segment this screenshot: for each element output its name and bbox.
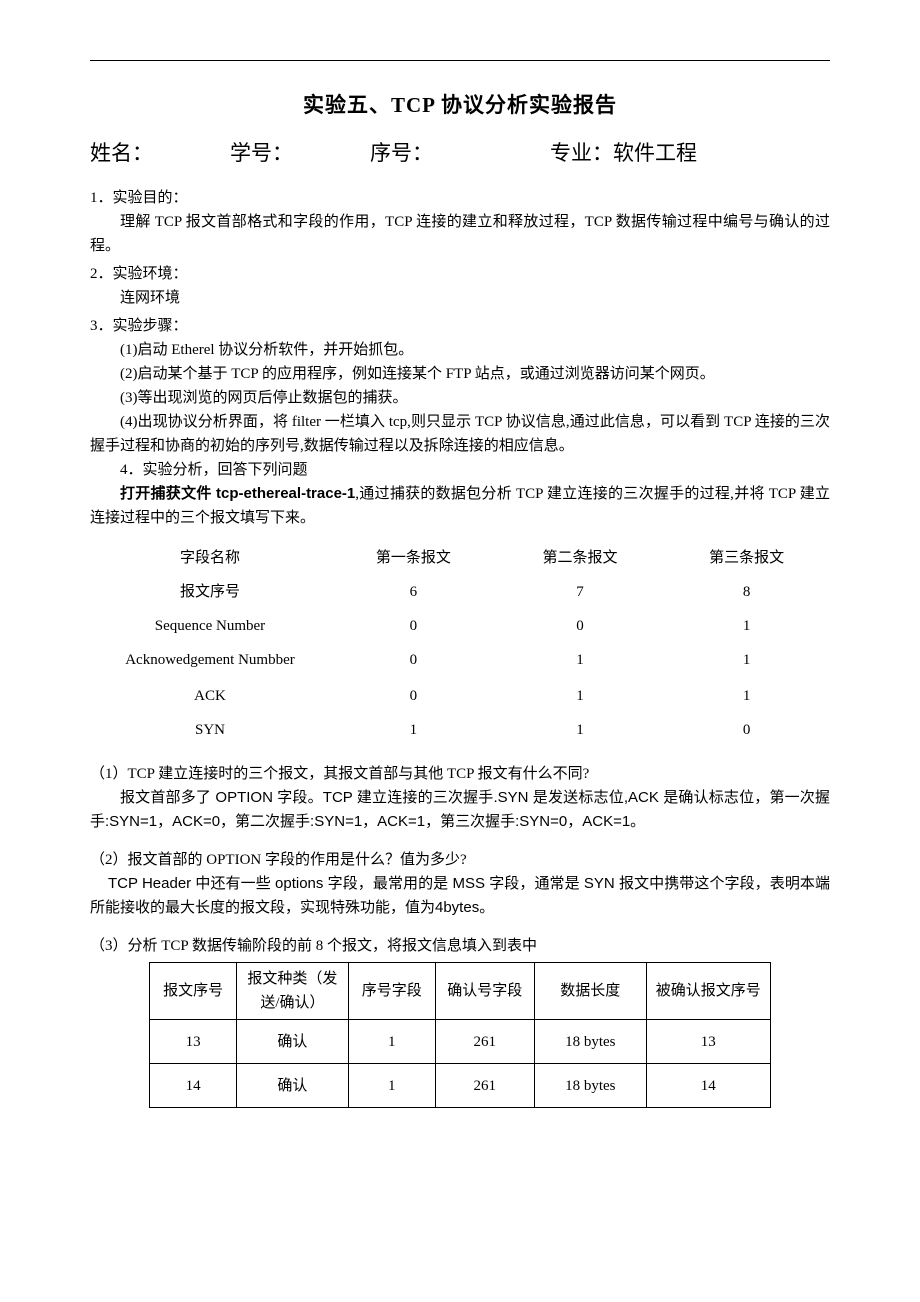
question-1: （1）TCP 建立连接时的三个报文，其报文首部与其他 TCP 报文有什么不同? [90, 762, 830, 786]
hs-field-header: 字段名称 [90, 546, 330, 570]
packet-cell: 261 [435, 1020, 534, 1064]
hs-field-label: Sequence Number [90, 614, 330, 638]
major-label-text: 专业： [550, 137, 613, 171]
hs-field-label: ACK [90, 684, 330, 708]
packet-cell: 261 [435, 1064, 534, 1108]
section-1-heading: 1．实验目的： [90, 186, 830, 210]
packet-cell: 14 [646, 1064, 770, 1108]
answer-2: TCP Header 中还有一些 options 字段，最常用的是 MSS 字段… [90, 872, 830, 920]
section-3-step-3: (3)等出现浏览的网页后停止数据包的捕获。 [90, 386, 830, 410]
section-3-step-2: (2)启动某个基于 TCP 的应用程序，例如连接某个 FTP 站点，或通过浏览器… [90, 362, 830, 386]
answer-1-text: 报文首部多了 OPTION 字段。TCP 建立连接的三次握手.SYN 是发送标志… [90, 789, 830, 830]
hs-cell: 1 [497, 718, 664, 742]
hs-cell: 0 [330, 614, 497, 638]
horizontal-rule [90, 60, 830, 61]
hs-header-row: 字段名称 第一条报文 第二条报文 第三条报文 [90, 546, 830, 570]
hs-col1-header: 第一条报文 [330, 546, 497, 570]
question-2: （2）报文首部的 OPTION 字段的作用是什么？值为多少? [90, 848, 830, 872]
packet-th-len: 数据长度 [534, 963, 646, 1020]
packet-cell: 13 [646, 1020, 770, 1064]
hs-cell: 0 [330, 648, 497, 672]
hs-row-seqno: 报文序号 6 7 8 [90, 580, 830, 604]
hs-col2-header: 第二条报文 [497, 546, 664, 570]
hs-cell: 1 [330, 718, 497, 742]
handshake-table: 字段名称 第一条报文 第二条报文 第三条报文 报文序号 6 7 8 Sequen… [90, 546, 830, 742]
hs-cell: 8 [663, 580, 830, 604]
hs-cell: 0 [663, 718, 830, 742]
hs-cell: 1 [497, 648, 664, 672]
major-label: 专业：软件工程 [550, 137, 830, 171]
packet-th-seqfield: 序号字段 [348, 963, 435, 1020]
bold-open-text: 打开捕获文件 tcp-ethereal-trace-1 [120, 485, 355, 502]
page-title: 实验五、TCP 协议分析实验报告 [90, 89, 830, 123]
hs-row-ack: ACK 0 1 1 [90, 684, 830, 708]
hs-cell: 1 [497, 684, 664, 708]
student-info-row: 姓名： 学号： 序号： 专业：软件工程 [90, 137, 830, 171]
section-2-heading: 2．实验环境： [90, 262, 830, 286]
answer-2-text: TCP Header 中还有一些 options 字段，最常用的是 MSS 字段… [90, 875, 830, 916]
packet-row: 13 确认 1 261 18 bytes 13 [150, 1020, 771, 1064]
hs-row-ackno: Acknowedgement Numbber 0 1 1 [90, 648, 830, 672]
packet-cell: 确认 [237, 1064, 349, 1108]
packet-th-ackfield: 确认号字段 [435, 963, 534, 1020]
hs-cell: 1 [663, 684, 830, 708]
packet-cell: 18 bytes [534, 1064, 646, 1108]
hs-cell: 0 [497, 614, 664, 638]
packet-cell: 确认 [237, 1020, 349, 1064]
id-label: 学号： [230, 137, 370, 171]
packet-cell: 14 [150, 1064, 237, 1108]
hs-field-label: Acknowedgement Numbber [90, 648, 330, 672]
packet-row: 14 确认 1 261 18 bytes 14 [150, 1064, 771, 1108]
section-4-heading: 4．实验分析，回答下列问题 [90, 458, 830, 482]
hs-col3-header: 第三条报文 [663, 546, 830, 570]
hs-row-syn: SYN 1 1 0 [90, 718, 830, 742]
section-2-body: 连网环境 [90, 286, 830, 310]
section-3-step-1: (1)启动 Etherel 协议分析软件，并开始抓包。 [90, 338, 830, 362]
hs-field-label: 报文序号 [90, 580, 330, 604]
name-label: 姓名： [90, 137, 230, 171]
packet-table: 报文序号 报文种类（发送/确认） 序号字段 确认号字段 数据长度 被确认报文序号… [149, 962, 771, 1108]
answer-1: 报文首部多了 OPTION 字段。TCP 建立连接的三次握手.SYN 是发送标志… [90, 786, 830, 834]
section-4-open: 打开捕获文件 tcp-ethereal-trace-1,通过捕获的数据包分析 T… [90, 482, 830, 530]
packet-header-row: 报文序号 报文种类（发送/确认） 序号字段 确认号字段 数据长度 被确认报文序号 [150, 963, 771, 1020]
packet-th-kind: 报文种类（发送/确认） [237, 963, 349, 1020]
packet-th-confirmed: 被确认报文序号 [646, 963, 770, 1020]
packet-cell: 13 [150, 1020, 237, 1064]
hs-cell: 6 [330, 580, 497, 604]
section-3-heading: 3．实验步骤： [90, 314, 830, 338]
packet-cell: 1 [348, 1064, 435, 1108]
hs-cell: 1 [663, 614, 830, 638]
hs-field-label: SYN [90, 718, 330, 742]
question-3: （3）分析 TCP 数据传输阶段的前 8 个报文，将报文信息填入到表中 [90, 934, 830, 958]
major-value: 软件工程 [613, 137, 697, 171]
hs-cell: 1 [663, 648, 830, 672]
packet-th-seqno: 报文序号 [150, 963, 237, 1020]
packet-cell: 18 bytes [534, 1020, 646, 1064]
hs-cell: 7 [497, 580, 664, 604]
seq-label: 序号： [370, 137, 550, 171]
hs-row-seq: Sequence Number 0 0 1 [90, 614, 830, 638]
section-1-body: 理解 TCP 报文首部格式和字段的作用，TCP 连接的建立和释放过程，TCP 数… [90, 210, 830, 258]
hs-cell: 0 [330, 684, 497, 708]
packet-cell: 1 [348, 1020, 435, 1064]
section-3-step-4: (4)出现协议分析界面，将 filter 一栏填入 tcp,则只显示 TCP 协… [90, 410, 830, 458]
